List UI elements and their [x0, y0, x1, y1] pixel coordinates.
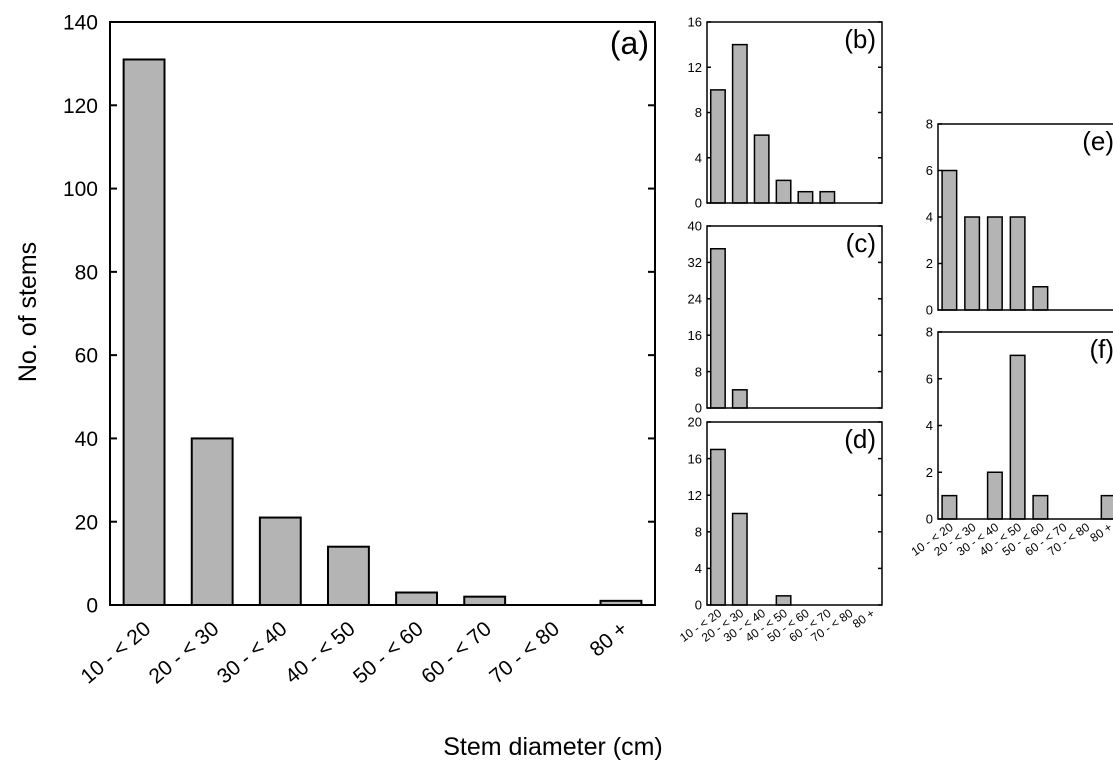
y-tick-label: 12	[688, 488, 702, 503]
bar	[327, 545, 370, 607]
bar	[1032, 286, 1049, 311]
bar	[709, 89, 726, 204]
bar	[122, 58, 166, 606]
y-tick-label: 0	[926, 512, 933, 527]
bar	[463, 595, 507, 607]
bar	[709, 448, 726, 606]
bar	[190, 437, 234, 606]
panel-label: (c)	[846, 228, 876, 258]
y-tick-label: 20	[75, 511, 98, 534]
bar	[258, 516, 302, 606]
panel-c: 0 8 16 24 32 40 (c)	[688, 219, 883, 416]
y-tick-label: 32	[688, 255, 702, 270]
x-tick-label: 10 - < 20	[77, 617, 156, 688]
bar	[709, 248, 726, 409]
y-tick-label: 12	[688, 60, 702, 75]
y-tick-label: 4	[926, 210, 933, 225]
y-tick-label: 8	[695, 105, 702, 120]
y-tick-label: 0	[926, 303, 933, 318]
plot-frame	[706, 421, 883, 606]
y-tick-label: 24	[688, 291, 702, 306]
plot-frame	[706, 225, 883, 409]
y-tick-label: 16	[688, 15, 702, 30]
y-tick-label: 6	[926, 163, 933, 178]
y-tick-label: 2	[926, 256, 933, 271]
y-tick-label: 40	[75, 428, 98, 451]
bar	[775, 595, 792, 606]
panel-label: (e)	[1082, 126, 1113, 156]
y-tick-label: 60	[75, 345, 98, 368]
panel-label: (f)	[1089, 334, 1113, 364]
bar	[1009, 354, 1026, 520]
bar	[819, 190, 836, 204]
x-tick-label: 20 - < 30	[145, 617, 224, 688]
bar	[986, 216, 1003, 311]
y-tick-label: 8	[926, 325, 933, 340]
x-tick-label: 80 +	[850, 606, 877, 631]
y-tick-label: 16	[688, 451, 702, 466]
bar	[753, 134, 770, 204]
bar	[731, 43, 748, 204]
bar	[941, 494, 958, 520]
y-tick-label: 16	[688, 328, 702, 343]
panel-label: (b)	[844, 24, 876, 54]
plot-frame	[109, 21, 656, 606]
y-tick-label: 0	[695, 598, 702, 613]
x-tick-label: 50 - < 60	[349, 617, 428, 688]
y-tick-label: 8	[695, 364, 702, 379]
x-axis-title: Stem diameter (cm)	[443, 733, 662, 761]
y-tick-label: 140	[63, 12, 98, 35]
y-axis-title: No. of stems	[14, 242, 42, 382]
y-tick-label: 4	[926, 418, 933, 433]
y-tick-label: 4	[695, 561, 702, 576]
y-tick-label: 0	[695, 196, 702, 211]
y-tick-label: 6	[926, 371, 933, 386]
panel-b: 0 4 8 12 16 (b)	[688, 15, 883, 211]
y-tick-label: 0	[86, 595, 98, 618]
y-tick-label: 4	[695, 150, 702, 165]
y-tick-label: 2	[926, 465, 933, 480]
bar	[775, 179, 792, 204]
y-tick-label: 40	[688, 219, 702, 234]
y-tick-label: 80	[75, 261, 98, 284]
y-tick-label: 120	[63, 95, 98, 118]
bar	[797, 190, 814, 204]
x-tick-label: 80 +	[586, 617, 633, 661]
x-tick-label: 70 - < 80	[485, 617, 564, 688]
x-tick-label: 40 - < 50	[281, 617, 360, 688]
bar	[1100, 494, 1113, 520]
panel-label: (a)	[610, 25, 649, 61]
y-tick-label: 8	[926, 117, 933, 132]
panel-label: (d)	[844, 424, 876, 454]
bar	[1032, 494, 1049, 520]
bar	[731, 512, 748, 606]
bar	[986, 471, 1003, 520]
bar	[731, 389, 748, 409]
panel-e: 0 2 4 6 8 (e)	[926, 117, 1113, 318]
bar	[395, 591, 438, 606]
x-tick-label: 80 +	[1087, 520, 1113, 545]
x-tick-label: 60 - < 70	[417, 617, 496, 688]
bar	[1009, 216, 1026, 311]
y-tick-label: 8	[695, 524, 702, 539]
bar	[964, 216, 981, 311]
y-tick-label: 100	[63, 178, 98, 201]
x-tick-label: 30 - < 40	[213, 617, 292, 688]
bar	[941, 169, 958, 311]
y-tick-label: 0	[695, 401, 702, 416]
y-tick-label: 20	[688, 415, 702, 430]
